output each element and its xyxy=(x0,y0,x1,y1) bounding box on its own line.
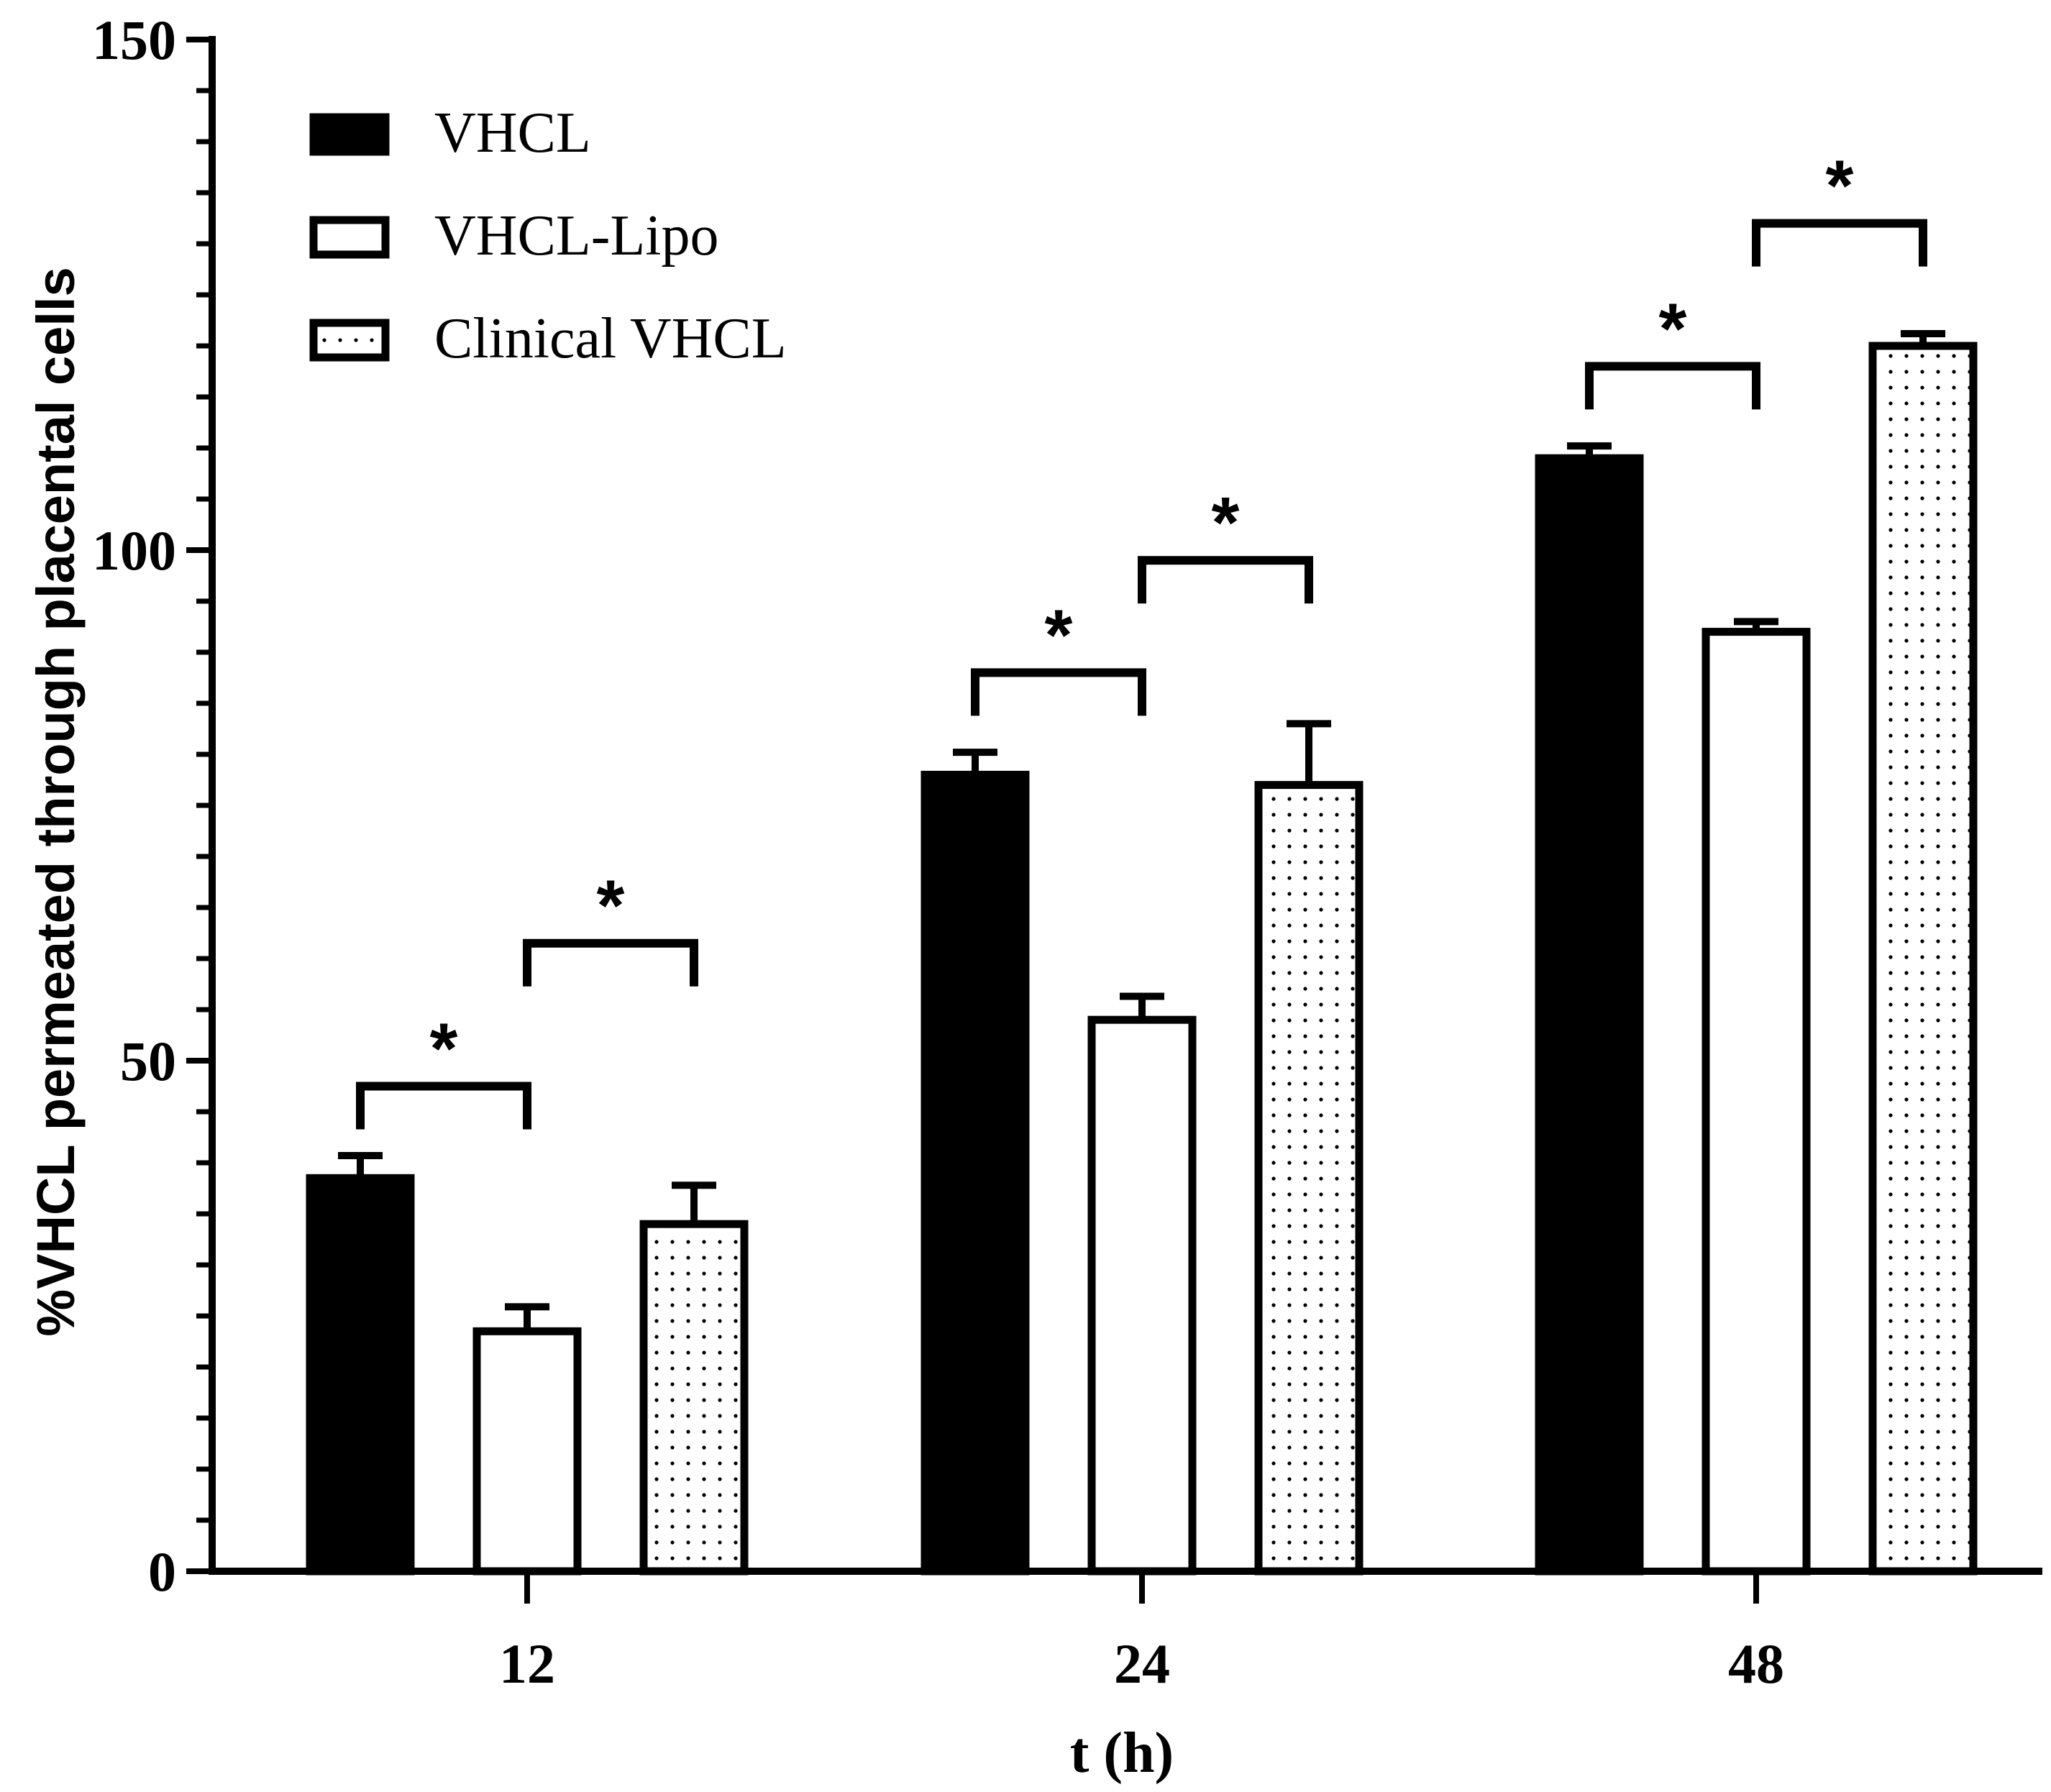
x-axis: 12 24 48 xyxy=(209,1568,2042,1695)
bar-vhcl-lipo-24 xyxy=(1087,1015,1197,1576)
significance-star: * xyxy=(1659,288,1687,369)
legend: VHCL VHCL-Lipo Clinical VHCL xyxy=(309,101,787,370)
significance-star: * xyxy=(430,1009,458,1089)
significance-bracket xyxy=(356,1082,531,1130)
y-tick-label: 50 xyxy=(120,1030,176,1092)
bar-vhcl-24 xyxy=(921,770,1030,1576)
bar-vhcl-lipo-48 xyxy=(1701,628,1811,1576)
bar-clinical-vhcl-12 xyxy=(639,1220,749,1576)
legend-swatch-vhcl xyxy=(309,113,390,156)
x-tick-label: 12 xyxy=(499,1632,555,1695)
significance-star: * xyxy=(1045,595,1073,675)
bars xyxy=(306,342,1978,1576)
y-tick-label: 0 xyxy=(148,1540,176,1603)
bar-clinical-vhcl-48 xyxy=(1868,342,1978,1576)
x-tick-label: 24 xyxy=(1114,1632,1170,1695)
bar-vhcl-lipo-12 xyxy=(472,1327,582,1576)
significance-bracket xyxy=(1138,556,1313,604)
significance-star: * xyxy=(597,866,625,946)
significance-bracket xyxy=(1585,362,1760,410)
x-axis-title: t (h) xyxy=(1070,1722,1174,1785)
y-axis: 0 50 100 150 xyxy=(92,9,216,1603)
legend-label: Clinical VHCL xyxy=(434,307,787,370)
significance-bracket xyxy=(1752,219,1927,267)
significance-star: * xyxy=(1826,146,1854,227)
legend-swatch-vhcl-lipo xyxy=(309,216,390,259)
significance-star: * xyxy=(1212,483,1240,563)
x-tick-label: 48 xyxy=(1728,1632,1784,1695)
legend-label: VHCL-Lipo xyxy=(434,204,719,268)
bar-clinical-vhcl-24 xyxy=(1254,781,1363,1576)
error-bars xyxy=(338,329,1945,1332)
y-tick-label: 100 xyxy=(92,519,176,582)
significance-bracket xyxy=(523,938,698,987)
significance-brackets: * * * * * * xyxy=(356,146,1927,1130)
legend-swatch-clinical-vhcl xyxy=(309,319,390,362)
y-axis-title: %VHCL permeated through placental cells xyxy=(26,267,86,1336)
significance-bracket xyxy=(971,668,1146,716)
y-tick-label: 150 xyxy=(92,9,176,71)
legend-label: VHCL xyxy=(434,101,591,165)
bar-vhcl-48 xyxy=(1535,454,1644,1576)
bar-vhcl-12 xyxy=(306,1174,415,1576)
